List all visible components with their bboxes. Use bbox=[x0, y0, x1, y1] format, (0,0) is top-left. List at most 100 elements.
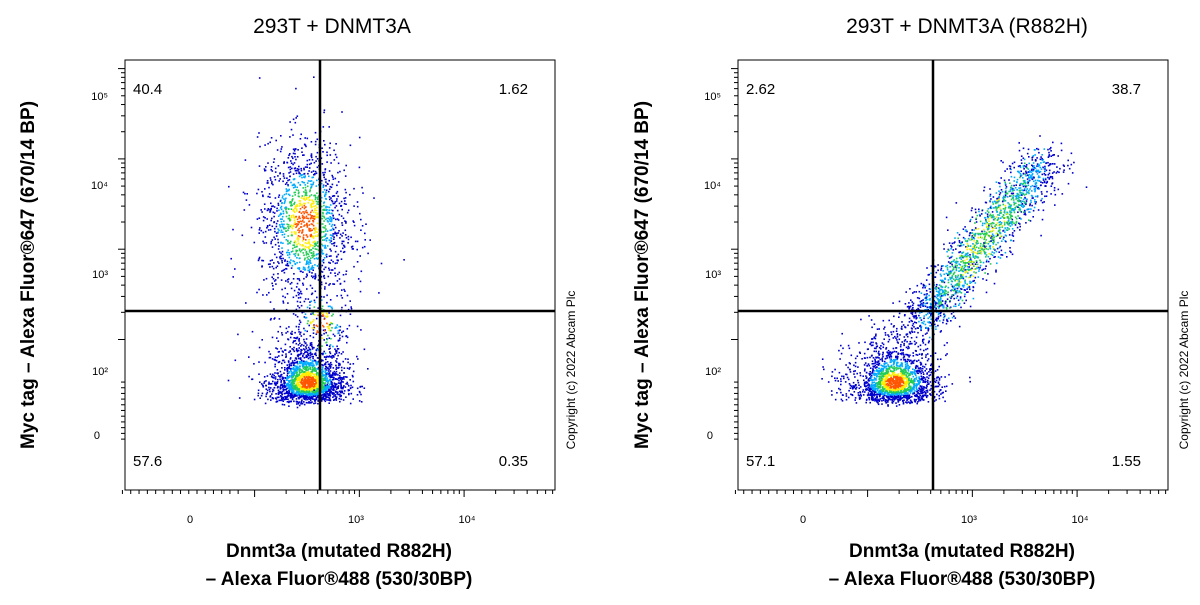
event-dot bbox=[316, 253, 318, 255]
event-dot bbox=[300, 134, 302, 136]
event-dot bbox=[276, 235, 278, 237]
event-dot bbox=[284, 377, 286, 379]
event-dot bbox=[306, 373, 308, 375]
event-dot bbox=[289, 226, 291, 228]
event-dot bbox=[890, 359, 892, 361]
event-dot bbox=[298, 331, 300, 333]
event-dot bbox=[299, 343, 301, 345]
event-dot bbox=[294, 386, 296, 388]
event-dot bbox=[290, 389, 292, 391]
event-dot bbox=[293, 391, 295, 393]
event-dot bbox=[840, 345, 842, 347]
event-dot bbox=[302, 206, 304, 208]
event-dot bbox=[853, 365, 855, 367]
event-dot bbox=[293, 179, 295, 181]
event-dot bbox=[333, 178, 335, 180]
event-dot bbox=[361, 187, 363, 189]
event-dot bbox=[347, 362, 349, 364]
event-dot bbox=[272, 226, 274, 228]
event-dot bbox=[315, 235, 317, 237]
event-dot bbox=[857, 366, 859, 368]
event-dot bbox=[254, 399, 256, 401]
event-dot bbox=[297, 292, 299, 294]
event-dot bbox=[305, 239, 307, 241]
event-dot bbox=[850, 371, 852, 373]
event-dot bbox=[298, 329, 300, 331]
event-dot bbox=[325, 247, 327, 249]
event-dot bbox=[272, 170, 274, 172]
event-dot bbox=[280, 385, 282, 387]
event-dot bbox=[293, 313, 295, 315]
event-dot bbox=[291, 288, 293, 290]
event-dot bbox=[274, 387, 276, 389]
event-dot bbox=[278, 397, 280, 399]
event-dot bbox=[270, 243, 272, 245]
event-dot bbox=[307, 138, 309, 140]
event-dot bbox=[297, 351, 299, 353]
event-dot bbox=[304, 377, 306, 379]
event-dot bbox=[335, 378, 337, 380]
event-dot bbox=[324, 144, 326, 146]
event-dot bbox=[350, 388, 352, 390]
event-dot bbox=[315, 354, 317, 356]
event-dot bbox=[326, 161, 328, 163]
event-dot bbox=[263, 232, 265, 234]
event-dot bbox=[294, 380, 296, 382]
event-dot bbox=[298, 402, 300, 404]
event-dot bbox=[336, 396, 338, 398]
event-dot bbox=[315, 248, 317, 250]
event-dot bbox=[336, 352, 338, 354]
event-dot bbox=[333, 236, 335, 238]
event-dot bbox=[287, 249, 289, 251]
event-dot bbox=[327, 384, 329, 386]
event-dot bbox=[891, 401, 893, 403]
event-dot bbox=[898, 367, 900, 369]
event-dot bbox=[329, 143, 331, 145]
event-dot bbox=[381, 263, 383, 265]
event-dot bbox=[305, 264, 307, 266]
event-dot bbox=[308, 371, 310, 373]
event-dot bbox=[314, 210, 316, 212]
event-dot bbox=[888, 336, 890, 338]
event-dot bbox=[308, 298, 310, 300]
event-dot bbox=[294, 360, 296, 362]
event-dot bbox=[340, 283, 342, 285]
event-dot bbox=[343, 274, 345, 276]
event-dot bbox=[290, 283, 292, 285]
event-dot bbox=[311, 217, 313, 219]
event-dot bbox=[287, 384, 289, 386]
event-dot bbox=[309, 251, 311, 253]
event-dot bbox=[881, 359, 883, 361]
event-dot bbox=[315, 393, 317, 395]
event-dot bbox=[307, 356, 309, 358]
event-dot bbox=[273, 375, 275, 377]
event-dot bbox=[838, 388, 840, 390]
event-dot bbox=[293, 225, 295, 227]
event-dot bbox=[888, 394, 890, 396]
event-dot bbox=[291, 215, 293, 217]
event-dot bbox=[294, 153, 296, 155]
event-dot bbox=[332, 355, 334, 357]
event-dot bbox=[293, 340, 295, 342]
event-dot bbox=[307, 258, 309, 260]
event-dot bbox=[345, 197, 347, 199]
event-dot bbox=[275, 140, 277, 142]
event-dot bbox=[364, 246, 366, 248]
event-dot bbox=[359, 392, 361, 394]
event-dot bbox=[299, 307, 301, 309]
event-dot bbox=[264, 381, 266, 383]
event-dot bbox=[362, 247, 364, 249]
event-dot bbox=[315, 212, 317, 214]
event-dot bbox=[348, 385, 350, 387]
event-dot bbox=[324, 395, 326, 397]
event-dot bbox=[297, 354, 299, 356]
event-dot bbox=[327, 377, 329, 379]
event-dot bbox=[871, 375, 873, 377]
y-tick-label: 0 bbox=[94, 430, 100, 442]
event-dot bbox=[309, 189, 311, 191]
event-dot bbox=[304, 258, 306, 260]
event-dot bbox=[285, 353, 287, 355]
event-dot bbox=[926, 372, 928, 374]
event-dot bbox=[916, 403, 918, 405]
event-dot bbox=[302, 252, 304, 254]
